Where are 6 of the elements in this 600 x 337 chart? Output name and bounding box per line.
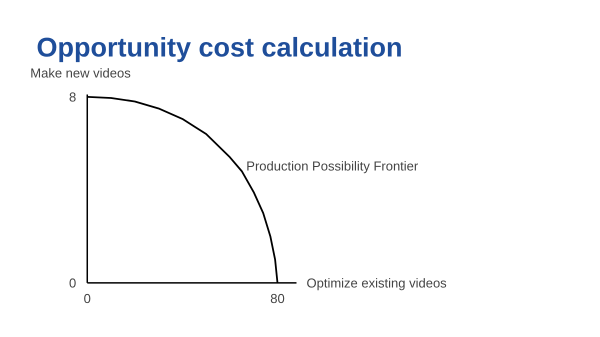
y-tick-label: 8 [69, 89, 76, 104]
chart-title: Opportunity cost calculation [36, 32, 403, 62]
y-axis-title: Make new videos [30, 66, 132, 81]
x-tick-label: 80 [270, 290, 285, 306]
x-axis-title: Optimize existing videos [306, 275, 448, 290]
annotation: Production Possibility Frontier [246, 158, 419, 174]
